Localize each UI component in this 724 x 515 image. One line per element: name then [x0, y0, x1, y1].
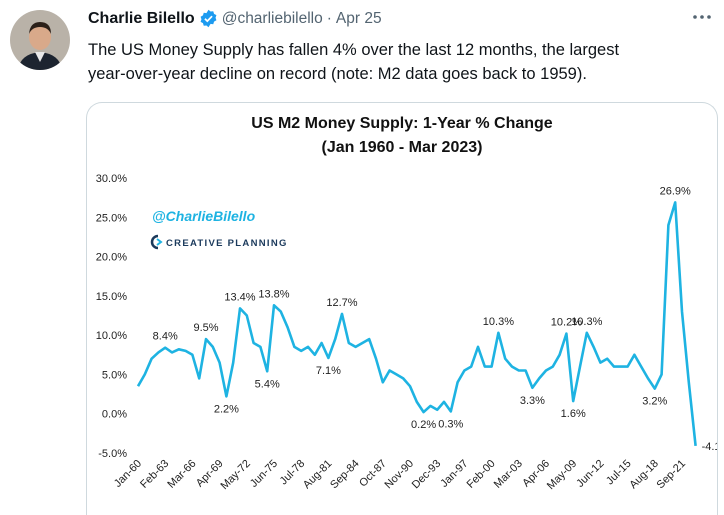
x-tick-label: Nov-90: [383, 458, 417, 492]
watermark: @CharlieBilello: [152, 208, 256, 224]
chart-subtitle: (Jan 1960 - Mar 2023): [322, 139, 483, 156]
logo-icon: [156, 238, 163, 246]
y-tick-label: 30.0%: [96, 173, 127, 185]
data-label: 1.6%: [561, 408, 586, 420]
x-tick-label: Jun-12: [574, 458, 606, 490]
x-tick-label: Jan-97: [438, 458, 470, 490]
data-label: -4.1%: [702, 441, 717, 453]
x-tick-label: Dec-93: [410, 458, 444, 492]
data-label: 0.2%: [411, 419, 436, 431]
x-tick-label: Sep-84: [328, 458, 362, 492]
x-tick-label: Mar-03: [492, 458, 525, 491]
chart-group: US M2 Money Supply: 1-Year % Change (Jan…: [96, 115, 717, 492]
data-label: 5.4%: [255, 378, 280, 390]
data-label: 10.3%: [483, 316, 514, 328]
data-label: 8.4%: [153, 331, 178, 343]
data-label: 3.3%: [520, 395, 545, 407]
x-tick-label: Aug-81: [301, 458, 335, 492]
text-line: year-over-year decline on record (note: …: [88, 65, 587, 83]
x-tick-label: May-09: [545, 458, 579, 492]
handle[interactable]: @charliebilello: [221, 9, 323, 27]
data-label: 0.3%: [438, 418, 463, 430]
line-series: [136, 201, 697, 447]
data-label: 7.1%: [316, 365, 341, 377]
data-label: 10.3%: [571, 316, 602, 328]
x-tick-label: Aug-18: [627, 458, 661, 492]
x-tick-label: Jun-75: [248, 458, 280, 490]
y-tick-label: 10.0%: [96, 330, 127, 342]
x-tick-label: Sep-21: [655, 458, 689, 492]
data-label: 9.5%: [193, 322, 218, 334]
data-label: 12.7%: [326, 297, 357, 309]
data-label: 2.2%: [214, 403, 239, 415]
y-tick-label: 15.0%: [96, 291, 127, 303]
text-line: The US Money Supply has fallen 4% over t…: [88, 41, 620, 59]
tweet-header: Charlie Bilello @charliebilello · Apr 25: [88, 9, 382, 28]
y-tick-label: 20.0%: [96, 252, 127, 264]
tweet-text: The US Money Supply has fallen 4% over t…: [88, 38, 619, 86]
more-button[interactable]: [692, 14, 712, 20]
y-tick-label: 5.0%: [102, 369, 127, 381]
chart-title: US M2 Money Supply: 1-Year % Change: [251, 115, 553, 132]
logo-text: CREATIVE PLANNING: [166, 238, 288, 249]
verified-badge: [200, 9, 217, 28]
x-tick-label: Mar-66: [165, 458, 198, 491]
separator: ·: [326, 9, 332, 27]
data-label: 26.9%: [660, 185, 691, 197]
x-tick-label: Feb-63: [138, 458, 171, 491]
logo-icon: [150, 234, 159, 250]
date[interactable]: Apr 25: [335, 9, 382, 27]
avatar[interactable]: [10, 10, 70, 70]
data-label: 10.2%: [551, 317, 582, 329]
x-tick-label: May-72: [218, 458, 252, 492]
data-label: 13.4%: [224, 291, 255, 303]
x-tick-label: Feb-00: [465, 458, 498, 491]
y-tick-label: 0.0%: [102, 409, 127, 421]
data-label: 13.8%: [258, 288, 289, 300]
media-card[interactable]: US M2 Money Supply: 1-Year % Change (Jan…: [86, 102, 718, 515]
data-label: 3.2%: [642, 396, 667, 408]
y-tick-label: 25.0%: [96, 212, 127, 224]
x-tick-label: Jan-60: [112, 458, 144, 490]
y-tick-label: -5.0%: [98, 448, 127, 460]
author-name[interactable]: Charlie Bilello: [88, 9, 195, 27]
chart: US M2 Money Supply: 1-Year % Change (Jan…: [96, 115, 717, 492]
